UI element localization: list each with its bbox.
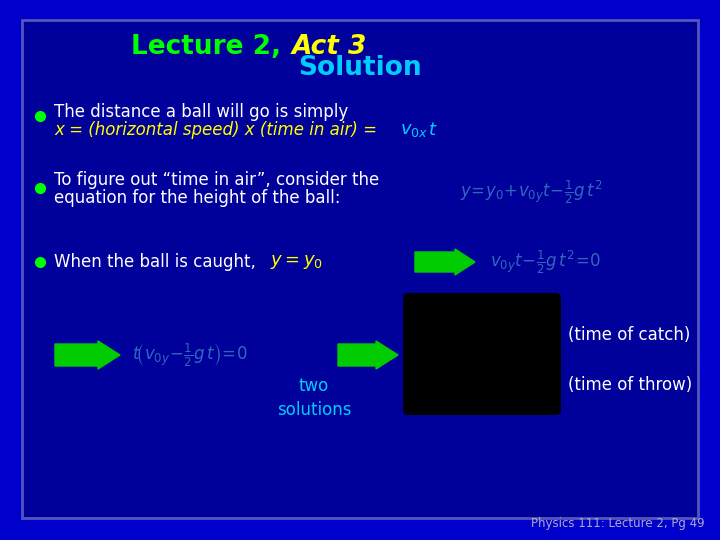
Text: Act 3: Act 3: [292, 34, 367, 60]
Text: The distance a ball will go is simply: The distance a ball will go is simply: [54, 103, 348, 121]
Text: To figure out “time in air”, consider the: To figure out “time in air”, consider th…: [54, 171, 379, 189]
FancyArrow shape: [338, 341, 398, 369]
Text: x = (horizontal speed) x (time in air) =: x = (horizontal speed) x (time in air) =: [54, 121, 387, 139]
Text: $y = y_0$: $y = y_0$: [270, 253, 323, 271]
FancyArrow shape: [415, 249, 475, 275]
FancyArrow shape: [55, 341, 120, 369]
Text: equation for the height of the ball:: equation for the height of the ball:: [54, 189, 341, 207]
Text: When the ball is caught,: When the ball is caught,: [54, 253, 261, 271]
Text: Lecture 2,: Lecture 2,: [131, 34, 290, 60]
Text: two
solutions: two solutions: [276, 377, 351, 419]
Text: $t$: $t$: [428, 121, 438, 139]
Text: Physics 111: Lecture 2, Pg 49: Physics 111: Lecture 2, Pg 49: [531, 517, 705, 530]
Text: (time of throw): (time of throw): [568, 376, 692, 394]
Text: $v_{0x}$: $v_{0x}$: [400, 121, 428, 139]
Text: $t\!\left(v_{0y}\!-\!\frac{1}{2}g\,t\right)\!=\!0$: $t\!\left(v_{0y}\!-\!\frac{1}{2}g\,t\rig…: [132, 341, 248, 369]
Text: $y\!=\!y_0\!+\!v_{0y}t\!-\!\frac{1}{2}g\,t^2$: $y\!=\!y_0\!+\!v_{0y}t\!-\!\frac{1}{2}g\…: [460, 178, 603, 206]
Text: (time of catch): (time of catch): [568, 326, 690, 344]
Text: Solution: Solution: [298, 55, 422, 81]
FancyBboxPatch shape: [22, 20, 698, 518]
Text: $v_{0y}t\!-\!\frac{1}{2}g\,t^2\!=\!0$: $v_{0y}t\!-\!\frac{1}{2}g\,t^2\!=\!0$: [490, 248, 601, 276]
FancyBboxPatch shape: [403, 293, 561, 415]
